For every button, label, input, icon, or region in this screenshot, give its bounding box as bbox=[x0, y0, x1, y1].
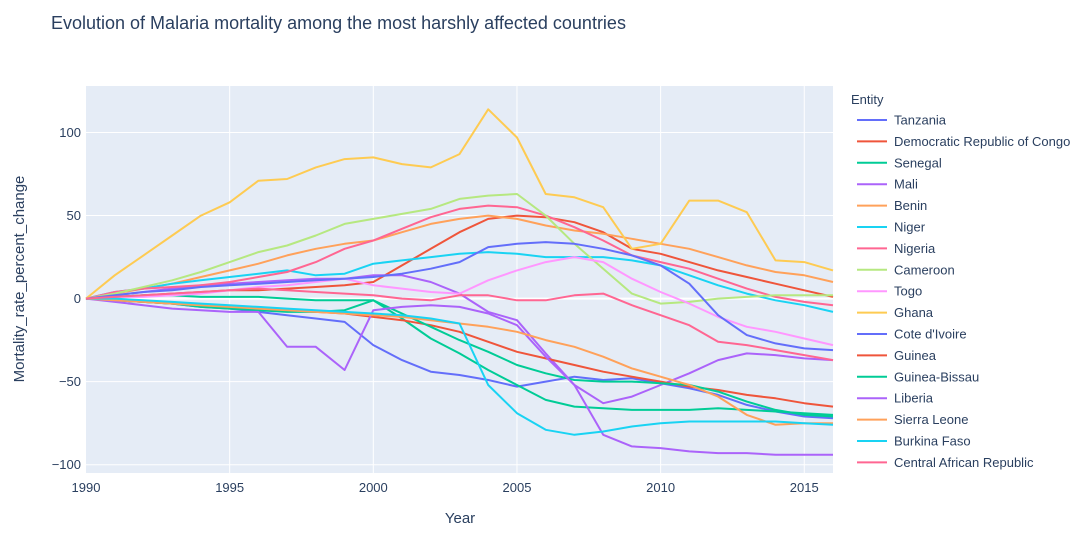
series-line bbox=[85, 294, 834, 416]
legend-label: Burkina Faso bbox=[894, 434, 971, 449]
x-tick-label: 2015 bbox=[790, 480, 819, 495]
legend-item[interactable]: Nigeria bbox=[857, 241, 936, 256]
y-tick-label: −100 bbox=[52, 457, 81, 472]
x-tick-label: 2005 bbox=[503, 480, 532, 495]
legend-label: Liberia bbox=[894, 391, 934, 406]
legend-label: Guinea-Bissau bbox=[894, 369, 979, 384]
series-lines bbox=[85, 108, 834, 456]
y-tick-label: 50 bbox=[67, 208, 81, 223]
series-line bbox=[85, 297, 834, 418]
series-line bbox=[85, 297, 833, 456]
legend-item[interactable]: Guinea bbox=[857, 348, 937, 363]
legend-item[interactable]: Sierra Leone bbox=[857, 412, 968, 427]
legend-title: Entity bbox=[851, 92, 884, 107]
legend-item[interactable]: Guinea-Bissau bbox=[857, 369, 979, 384]
legend-label: Niger bbox=[894, 220, 926, 235]
legend-item[interactable]: Senegal bbox=[857, 155, 942, 170]
legend-label: Central African Republic bbox=[894, 455, 1034, 470]
legend-item[interactable]: Liberia bbox=[857, 391, 934, 406]
legend-label: Cameroon bbox=[894, 262, 955, 277]
x-tick-label: 2010 bbox=[646, 480, 675, 495]
series-line bbox=[85, 287, 834, 362]
series-line bbox=[85, 204, 834, 307]
legend-label: Mali bbox=[894, 177, 918, 192]
series-line bbox=[86, 297, 834, 436]
series-line bbox=[85, 256, 834, 347]
legend-item[interactable]: Cameroon bbox=[857, 262, 955, 277]
series-line bbox=[85, 214, 834, 300]
series-line bbox=[85, 108, 834, 300]
legend-label: Ghana bbox=[894, 305, 934, 320]
series-line bbox=[85, 241, 834, 352]
legend-label: Guinea bbox=[894, 348, 937, 363]
legend-label: Sierra Leone bbox=[894, 412, 968, 427]
legend-item[interactable]: Democratic Republic of Congo bbox=[857, 134, 1070, 149]
legend-item[interactable]: Tanzania bbox=[857, 113, 947, 128]
legend-label: Senegal bbox=[894, 155, 942, 170]
x-axis-label: Year bbox=[445, 510, 475, 527]
y-tick-label: −50 bbox=[59, 374, 81, 389]
x-tick-label: 1990 bbox=[72, 480, 101, 495]
legend-label: Cote d'Ivoire bbox=[894, 327, 967, 342]
y-axis-label: Mortality_rate_percent_change bbox=[11, 176, 28, 383]
legend-label: Democratic Republic of Congo bbox=[894, 134, 1070, 149]
legend-item[interactable]: Central African Republic bbox=[857, 455, 1034, 470]
legend-item[interactable]: Ghana bbox=[857, 305, 934, 320]
chart-title: Evolution of Malaria mortality among the… bbox=[51, 13, 626, 33]
legend-item[interactable]: Togo bbox=[857, 284, 922, 299]
tick-labels: 1990 1995 2000 2005 2010 2015 −100 −50 0 50 100 bbox=[52, 125, 819, 495]
y-tick-label: 0 bbox=[74, 291, 81, 306]
legend-item[interactable]: Niger bbox=[857, 220, 926, 235]
series-line bbox=[85, 251, 834, 313]
series-line bbox=[85, 193, 833, 305]
x-tick-label: 2000 bbox=[359, 480, 388, 495]
y-tick-label: 100 bbox=[59, 125, 81, 140]
legend-label: Tanzania bbox=[894, 113, 947, 128]
legend-item[interactable]: Burkina Faso bbox=[857, 434, 971, 449]
legend: Tanzania Democratic Republic of Congo Sene… bbox=[857, 113, 1070, 470]
legend-label: Nigeria bbox=[894, 241, 936, 256]
legend-item[interactable]: Benin bbox=[857, 198, 927, 213]
x-tick-label: 1995 bbox=[215, 480, 244, 495]
legend-item[interactable]: Cote d'Ivoire bbox=[857, 327, 967, 342]
legend-label: Togo bbox=[894, 284, 922, 299]
legend-label: Benin bbox=[894, 198, 927, 213]
grid bbox=[86, 86, 833, 473]
legend-item[interactable]: Mali bbox=[857, 177, 918, 192]
